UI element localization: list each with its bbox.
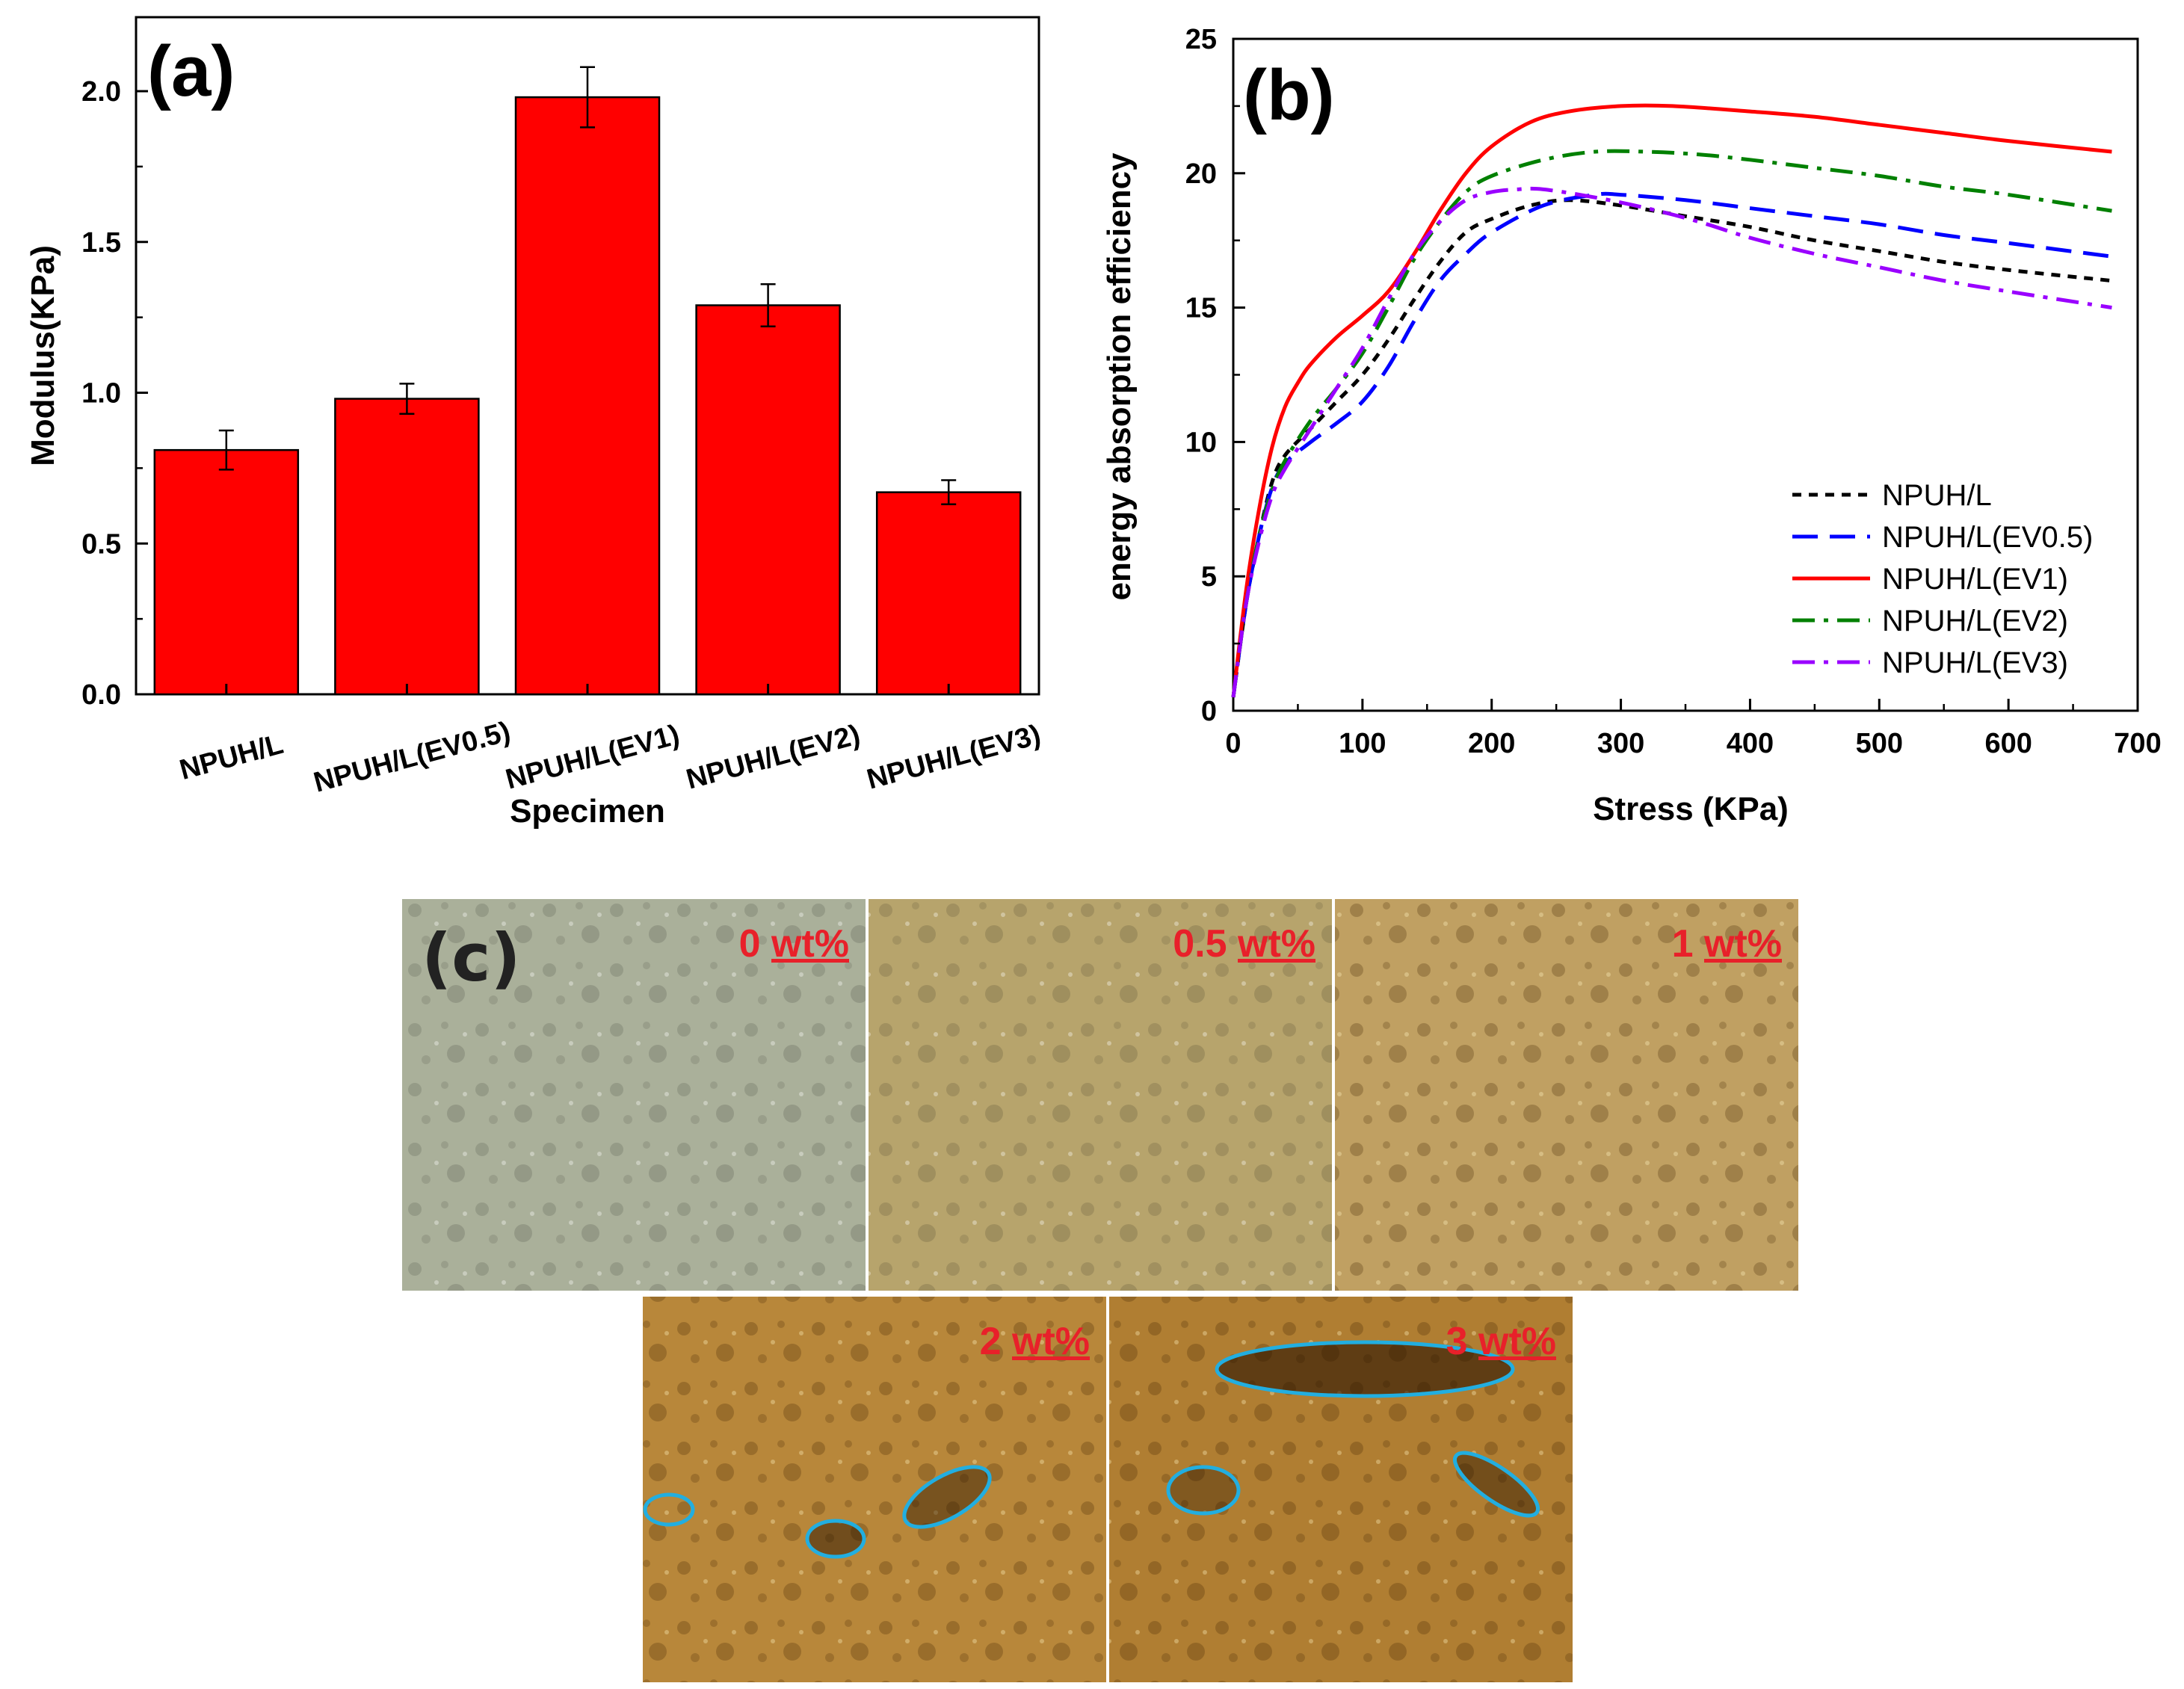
series-line (1231, 186, 2112, 698)
x-tick-label: NPUH/L(EV2) (683, 719, 863, 795)
y-axis-title: energy absorption efficiency (1101, 152, 1138, 601)
y-tick-label: 15 (1185, 293, 1217, 324)
concentration-label: 0.5 wt% (1173, 922, 1315, 966)
defect-highlight (902, 1465, 992, 1529)
y-tick-label: 10 (1185, 427, 1217, 458)
bar (153, 448, 300, 696)
foam-photo-0wt (402, 899, 866, 1291)
bar (875, 491, 1022, 696)
legend-label: NPUH/L(EV2) (1882, 605, 2068, 637)
y-tick-label: 2.0 (81, 76, 121, 108)
y-tick-label: 1.0 (81, 378, 121, 410)
defect-highlight (1215, 1340, 1515, 1398)
concentration-label: 0 wt% (738, 922, 849, 966)
bar (334, 398, 480, 696)
concentration-label: 2 wt% (979, 1320, 1090, 1363)
x-tick-label: NPUH/L(EV3) (863, 719, 1043, 795)
y-axis-title: Modulus(KPa) (25, 245, 61, 466)
photo-label-box: 0 wt% (402, 899, 866, 1291)
y-tick-label: 0 (1201, 696, 1217, 727)
x-tick-label: 200 (1468, 728, 1515, 759)
defect-highlight (1452, 1451, 1540, 1518)
y-tick-label: 1.5 (81, 227, 121, 259)
y-tick-label: 20 (1185, 158, 1217, 190)
error-bar (760, 282, 776, 327)
legend-label: NPUH/L (1882, 479, 1992, 512)
foam-photo-0.5wt (869, 899, 1332, 1291)
photo-label-box: 0.5 wt% (869, 899, 1332, 1291)
error-bar (218, 429, 234, 471)
defect-highlight (805, 1519, 866, 1559)
bar-chart-panel: (a) 0.00.51.01.52.0 NPUH/L NPUH/L(EV0.5)N… (25, 16, 1044, 830)
error-bar (399, 383, 415, 415)
x-tick-label: 400 (1727, 728, 1774, 759)
photo-label-box: 3 wt% (1109, 1297, 1573, 1682)
photo-label-box: 1 wt% (1335, 899, 1798, 1291)
line-chart-panel: (b) 0 5 10 15 20 25 0 100 200 300 400 500 600 700 NP… (1101, 24, 2162, 827)
x-axis-title: Specimen (510, 793, 665, 830)
x-tick-label: NPUH/L(EV1) (502, 719, 682, 795)
panel-c-label: (c) (422, 919, 521, 996)
concentration-label: 3 wt% (1446, 1320, 1556, 1363)
x-tick-label: 300 (1597, 728, 1644, 759)
series-line (1231, 103, 2112, 698)
legend-label: NPUH/L(EV1) (1882, 563, 2068, 596)
photo-panel (402, 899, 1798, 1682)
x-tick-label: NPUH/L(EV0.5) (310, 716, 513, 799)
x-tick-label: 100 (1339, 728, 1386, 759)
bar (514, 96, 661, 696)
bar (695, 304, 841, 696)
y-tick-label: 5 (1201, 561, 1217, 593)
x-tick-label: 0 (1225, 728, 1241, 759)
series-line (1231, 198, 2112, 698)
panel-a-label: (a) (147, 31, 235, 111)
y-tick-label: 0.5 (81, 528, 121, 560)
x-tick-label: 600 (1984, 728, 2032, 759)
y-tick-label: 25 (1185, 24, 1217, 55)
foam-photo-1wt (1335, 899, 1798, 1291)
y-tick-label: 0.0 (81, 679, 121, 711)
panel-b-label: (b) (1243, 55, 1335, 135)
photo-label-box: 2 wt% (643, 1297, 1106, 1682)
series-line (1231, 149, 2112, 698)
foam-photo-3wt (1109, 1297, 1573, 1682)
x-tick-label: 500 (1856, 728, 1903, 759)
defect-highlight (1166, 1465, 1241, 1516)
foam-photo-2wt (643, 1297, 1106, 1682)
concentration-label: 1 wt% (1671, 922, 1782, 966)
defect-highlight (643, 1492, 695, 1527)
error-bar (941, 479, 957, 506)
x-axis-title: Stress (KPa) (1593, 791, 1789, 827)
legend-label: NPUH/L(EV3) (1882, 646, 2068, 679)
error-bar (580, 66, 595, 129)
x-tick-label: NPUH/L (176, 729, 287, 786)
x-tick-label: 700 (2114, 728, 2161, 759)
legend-label: NPUH/L(EV0.5) (1882, 521, 2093, 554)
